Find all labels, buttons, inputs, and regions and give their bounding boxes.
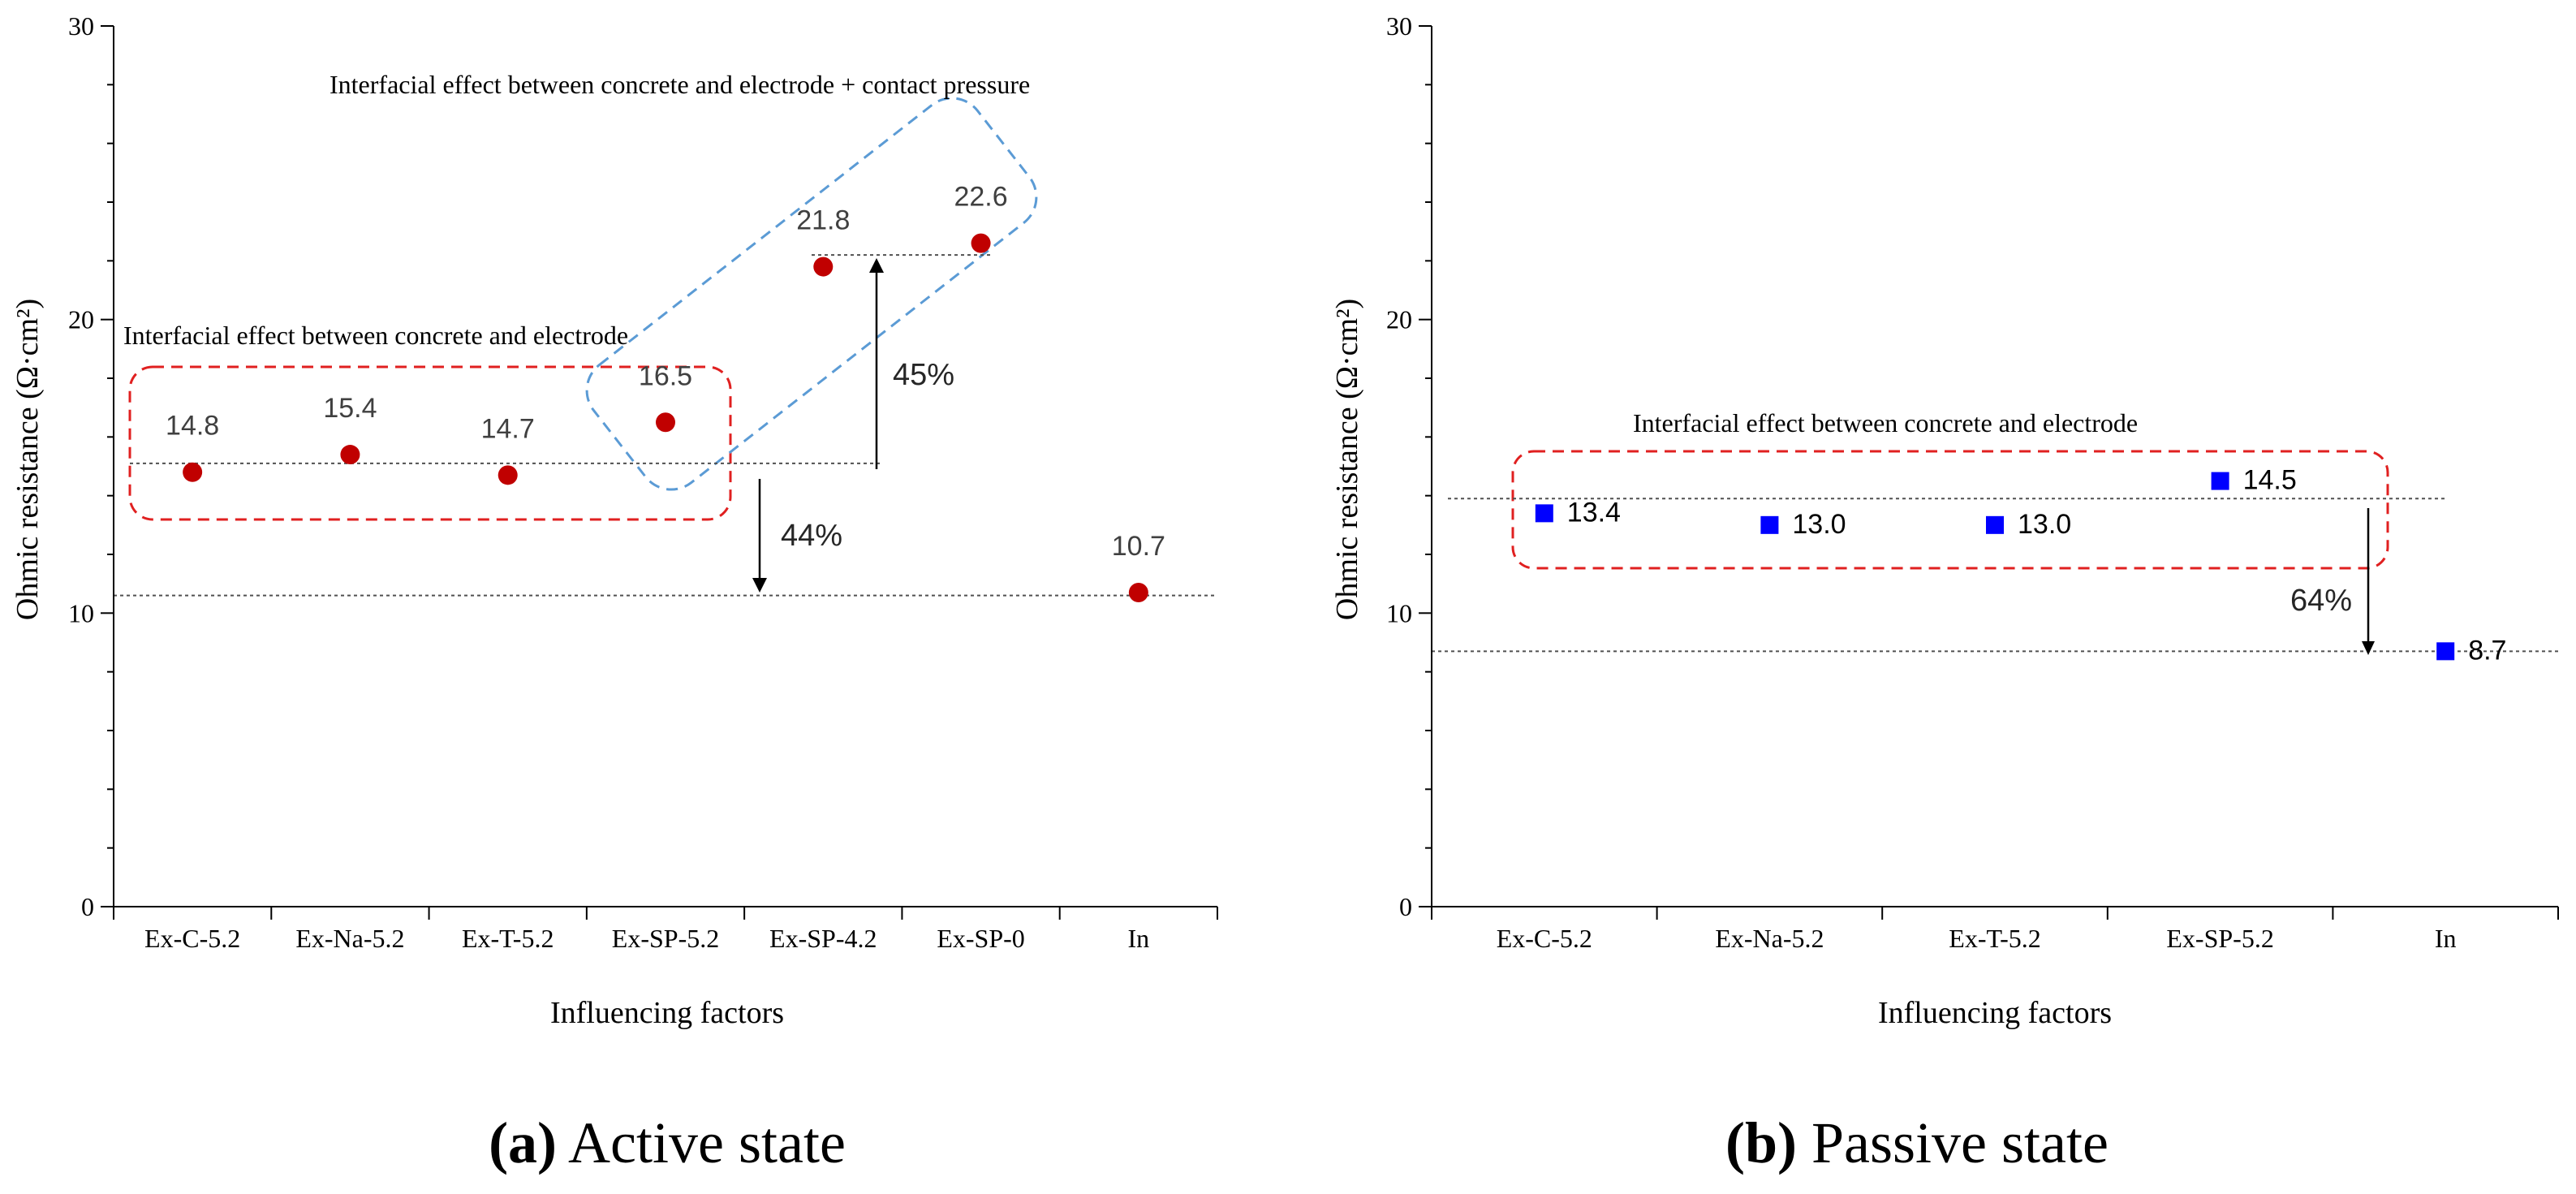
- x-tick-label: Ex-C-5.2: [1497, 924, 1592, 953]
- data-point: [971, 233, 991, 253]
- contact-pressure-box: [585, 97, 1038, 491]
- x-tick-label: Ex-C-5.2: [144, 924, 240, 953]
- x-tick-label: Ex-T-5.2: [462, 924, 554, 953]
- data-label: 10.7: [1112, 531, 1165, 562]
- y-axis-label: Ohmic resistance (Ω·cm²): [1330, 299, 1364, 620]
- x-tick-label: In: [2435, 924, 2457, 953]
- data-label: 16.5: [639, 360, 692, 391]
- y-tick-label: 30: [1386, 11, 1412, 41]
- highlight-boxes: [1511, 450, 2389, 570]
- data-point: [2211, 472, 2229, 490]
- data-label: 13.0: [2018, 509, 2071, 540]
- data-point: [183, 462, 203, 482]
- axes: 0 10 20 30 Ex-C-5.2 Ex-Na-5.2 Ex-T-5.2 Ex-SP-5.…: [68, 11, 1218, 953]
- x-tick-label: Ex-SP-4.2: [769, 924, 877, 953]
- annotation-percent-increase: 45%: [893, 358, 954, 392]
- reference-lines: [114, 254, 1217, 597]
- x-tick-label: Ex-Na-5.2: [1715, 924, 1824, 953]
- caption-text: Active state: [557, 1110, 846, 1175]
- caption-letter: (b): [1725, 1110, 1797, 1175]
- data-point: [2436, 642, 2455, 661]
- change-arrows: [752, 258, 884, 593]
- axes: 0 10 20 30 Ex-C-5.2 Ex-Na-5.2 Ex-T-5.2 Ex-SP-5.…: [1386, 11, 2559, 953]
- y-tick-label: 10: [68, 598, 94, 627]
- data-label: 14.5: [2243, 465, 2297, 496]
- y-tick-label: 20: [1386, 305, 1412, 334]
- decrease-arrow-head: [2362, 641, 2375, 655]
- data-label: 8.7: [2468, 635, 2506, 666]
- interfacial-effect-box: [128, 365, 732, 521]
- data-label: 15.4: [323, 393, 377, 424]
- data-label: 14.7: [481, 413, 535, 444]
- y-tick-label: 0: [81, 892, 94, 921]
- data-label: 22.6: [954, 182, 1007, 213]
- data-label: 21.8: [796, 205, 850, 236]
- data-point: [1986, 515, 2004, 534]
- data-point: [340, 445, 360, 465]
- annotation-percent-decrease: 44%: [781, 519, 842, 553]
- data-point: [656, 412, 675, 433]
- y-tick-label: 30: [68, 11, 94, 41]
- x-axis-label: Influencing factors: [550, 996, 784, 1030]
- increase-arrow-head: [869, 258, 884, 273]
- chart-active-state: 0 10 20 30 Ex-C-5.2 Ex-Na-5.2 Ex-T-5.2 Ex-SP-5.…: [11, 11, 1218, 1175]
- x-tick-label: Ex-SP-0: [937, 924, 1024, 953]
- data-point: [498, 465, 518, 485]
- y-tick-label: 0: [1399, 892, 1412, 921]
- caption-a: (a) Active state: [489, 1110, 846, 1175]
- y-tick-label: 20: [68, 305, 94, 334]
- decrease-arrow-head: [752, 578, 767, 593]
- annotation-contact-pressure: Interfacial effect between concrete and …: [330, 70, 1030, 99]
- data-label: 13.4: [1567, 497, 1621, 528]
- caption-letter: (a): [489, 1110, 557, 1175]
- annotation-interfacial: Interfacial effect between concrete and …: [1633, 408, 2138, 438]
- chart-text: Ohmic resistance (Ω·cm²) Influencing fac…: [11, 70, 1030, 1175]
- data-points: 13.4 13.0 13.0 14.5 8.7: [1535, 465, 2506, 666]
- data-points: 14.8 15.4 14.7 16.5 21.8 22.6 10.7: [166, 182, 1165, 603]
- annotation-percent-decrease: 64%: [2290, 584, 2352, 618]
- data-point: [1535, 504, 1553, 523]
- x-tick-label: Ex-SP-5.2: [2166, 924, 2273, 953]
- y-axis-label: Ohmic resistance (Ω·cm²): [11, 299, 45, 620]
- x-tick-label: Ex-Na-5.2: [295, 924, 404, 953]
- data-point: [1128, 583, 1148, 603]
- data-point: [1760, 515, 1779, 534]
- x-tick-label: Ex-T-5.2: [1949, 924, 2040, 953]
- x-tick-label: In: [1128, 924, 1150, 953]
- interfacial-effect-box: [1511, 450, 2389, 570]
- data-point: [813, 256, 834, 277]
- chart-passive-state: 0 10 20 30 Ex-C-5.2 Ex-Na-5.2 Ex-T-5.2 Ex-SP-5.…: [1330, 11, 2559, 1175]
- caption-b: (b) Passive state: [1725, 1110, 2109, 1175]
- data-label: 13.0: [1792, 509, 1846, 540]
- x-tick-label: Ex-SP-5.2: [612, 924, 719, 953]
- y-tick-label: 10: [1386, 598, 1412, 627]
- change-arrows: [2362, 508, 2375, 655]
- caption-text: Passive state: [1797, 1110, 2109, 1175]
- data-label: 14.8: [166, 411, 219, 442]
- x-axis-label: Influencing factors: [1878, 996, 2112, 1030]
- chart-text: Ohmic resistance (Ω·cm²) Influencing fac…: [1330, 299, 2352, 1175]
- highlight-boxes: [128, 97, 1038, 521]
- annotation-interfacial: Interfacial effect between concrete and …: [123, 321, 628, 350]
